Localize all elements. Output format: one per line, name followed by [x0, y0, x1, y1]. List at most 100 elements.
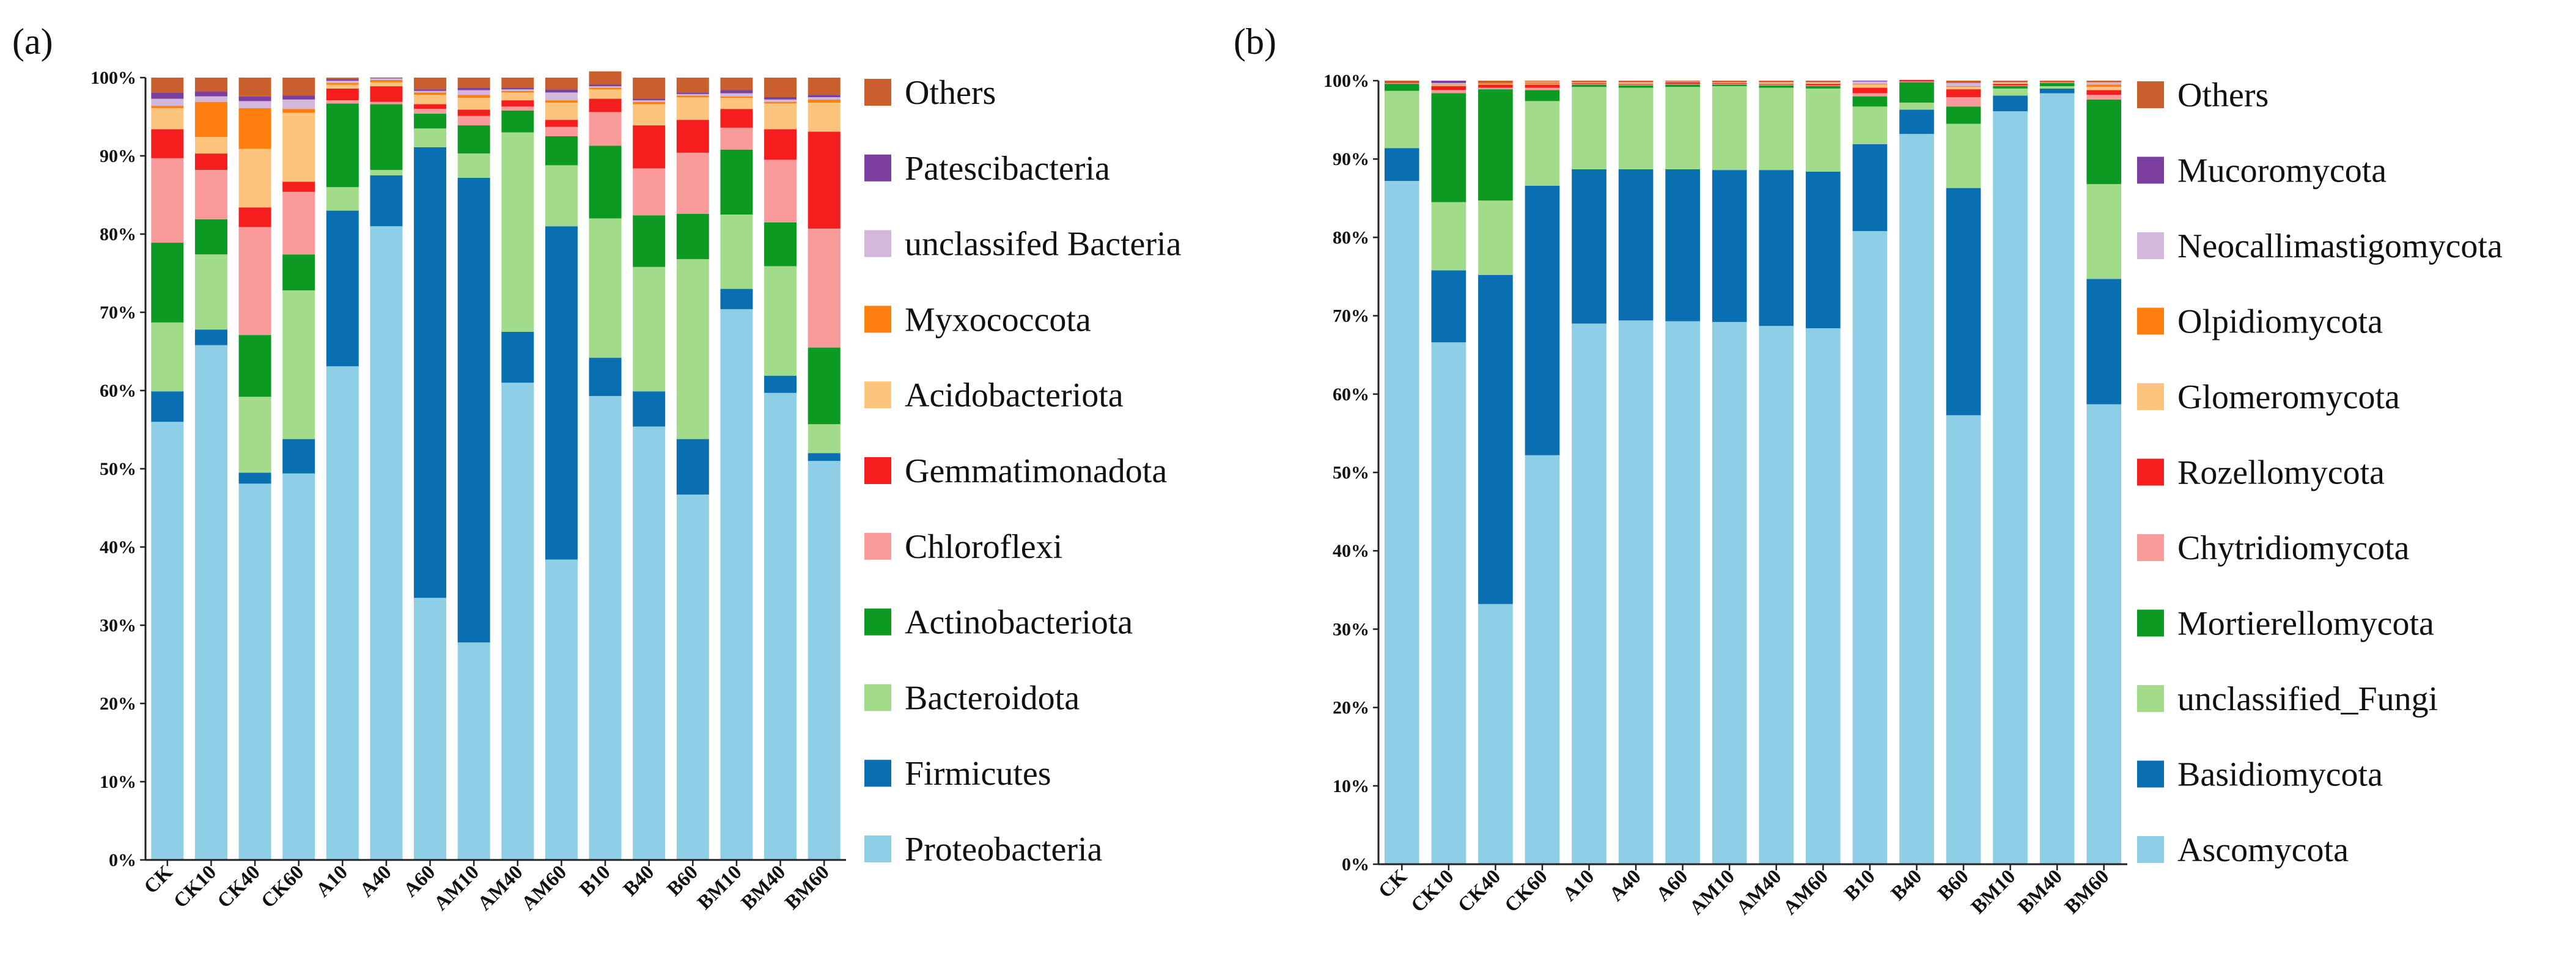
x-tick-label-b-BM10: BM10	[1967, 865, 2020, 918]
bar-segment-a-AM40-bacteroidota	[501, 132, 534, 332]
x-tick-label-b-BM40: BM40	[2014, 865, 2066, 918]
bar-segment-b-CK40-ascomycota	[1478, 604, 1513, 864]
legend-a: Others Patescibacteria unclassifed Bacteri…	[864, 74, 1182, 868]
bar-segment-a-CK10-patescibacteria	[194, 92, 227, 97]
x-tick-label-b-CK40: CK40	[1454, 865, 1505, 917]
bar-segment-a-CK-gemmatimonadota	[151, 129, 184, 158]
legend-swatch-b-1	[2137, 760, 2164, 788]
bar-segment-a-B60-unclassifed-bacteria	[676, 94, 709, 96]
x-tick-label-a-AM40: AM40	[474, 861, 528, 915]
bar-segment-b-B40-basidiomycota	[1899, 109, 1934, 134]
bar-segment-b-B60-ascomycota	[1946, 415, 1981, 864]
x-tick-label-a-AM60: AM60	[517, 861, 571, 915]
bar-segment-a-BM40-proteobacteria	[764, 392, 797, 860]
bar-segment-b-A10-basidiomycota	[1572, 169, 1606, 324]
bar-segment-b-B60-neocallimastigomycota	[1946, 83, 1981, 86]
legend-label-b-10: Others	[2177, 76, 2269, 114]
legend-swatch-a-6	[864, 381, 891, 409]
bar-segment-b-CK10-neocallimastigomycota	[1431, 83, 1466, 85]
x-tick-label-b-B10: B10	[1840, 865, 1879, 905]
bar-segment-a-CK60-others	[282, 78, 315, 96]
bar-segment-a-CK40-myxococcota	[238, 108, 271, 149]
bar-segment-b-BM60-others	[2086, 81, 2122, 83]
bar-segment-b-CK40-basidiomycota	[1478, 274, 1513, 604]
bar-segment-a-A60-others	[414, 78, 447, 90]
y-tick-label-a-1: 10%	[100, 772, 136, 792]
bar-segment-b-A60-unclassified-fungi	[1665, 87, 1700, 169]
bar-segment-a-BM60-unclassifed-bacteria	[808, 97, 841, 100]
bar-segment-a-B10-chloroflexi	[589, 112, 622, 146]
y-tick-label-a-6: 60%	[100, 381, 136, 401]
bar-segment-b-CK60-ascomycota	[1525, 455, 1560, 864]
bar-segment-a-BM60-firmicutes	[808, 453, 841, 461]
bar-segment-a-CK60-proteobacteria	[282, 473, 315, 860]
bar-segment-a-BM10-actinobacteriota	[720, 149, 753, 215]
bar-segment-a-B10-gemmatimonadota	[589, 98, 622, 112]
legend-swatch-b-3	[2137, 609, 2164, 637]
bar-segment-b-B60-others	[1946, 81, 1981, 83]
bar-segment-a-CK-unclassifed-bacteria	[151, 98, 184, 106]
legend-label-a-8: unclassifed Bacteria	[905, 226, 1182, 263]
bar-segment-a-AM10-proteobacteria	[457, 642, 490, 860]
bar-segment-a-BM60-acidobacteriota	[808, 102, 841, 132]
bar-segment-a-A40-actinobacteriota	[370, 104, 403, 171]
y-tick-label-a-10: 100%	[90, 68, 136, 88]
bar-segment-a-A40-chloroflexi	[370, 101, 403, 105]
bar-segment-b-B60-rozellomycota	[1946, 89, 1981, 97]
bar-segment-b-CK10-unclassified-fungi	[1431, 202, 1466, 271]
bar-segment-a-BM10-patescibacteria	[720, 90, 753, 94]
x-tick-label-a-BM60: BM60	[781, 861, 833, 914]
x-tick-label-a-CK40: CK40	[213, 861, 265, 912]
bar-segment-b-CK-mortierellomycota	[1384, 84, 1419, 91]
y-tick-label-b-7: 70%	[1333, 306, 1369, 326]
x-tick-label-a-B40: B40	[619, 861, 658, 900]
bar-segment-a-BM60-patescibacteria	[808, 95, 841, 97]
bar-segment-a-AM40-proteobacteria	[501, 383, 534, 860]
bar-segment-a-BM60-actinobacteriota	[808, 347, 841, 425]
bar-segment-b-A10-unclassified-fungi	[1572, 87, 1606, 169]
bar-segment-a-BM40-bacteroidota	[764, 266, 797, 376]
bar-segment-a-AM40-patescibacteria	[501, 87, 534, 90]
legend-label-a-9: Patescibacteria	[905, 150, 1110, 188]
bar-segment-b-CK40-olpidiomycota	[1478, 83, 1513, 84]
legend-label-b-8: Neocallimastigomycota	[2177, 227, 2503, 265]
bar-segment-b-BM60-ascomycota	[2086, 404, 2122, 864]
bar-segment-b-BM60-neocallimastigomycota	[2086, 82, 2122, 85]
bar-segment-b-AM60-unclassified-fungi	[1806, 88, 1841, 172]
bar-segment-b-BM40-rozellomycota	[2039, 81, 2075, 83]
bar-segment-a-B40-bacteroidota	[633, 266, 666, 392]
bar-segment-b-CK60-neocallimastigomycota	[1525, 81, 1560, 83]
bar-segment-a-CK10-others	[194, 78, 227, 92]
bar-segment-b-AM60-glomeromycota	[1806, 83, 1841, 84]
bar-segment-b-A60-basidiomycota	[1665, 169, 1700, 321]
bar-segment-b-CK-unclassified-fungi	[1384, 90, 1419, 149]
bar-segment-a-CK10-myxococcota	[194, 101, 227, 138]
bar-segment-b-CK60-mortierellomycota	[1525, 90, 1560, 101]
y-tick-label-b-10: 100%	[1323, 71, 1369, 91]
bar-segment-b-B10-rozellomycota	[1852, 87, 1888, 94]
x-tick-label-b-A40: A40	[1605, 865, 1646, 906]
legend-swatch-a-7	[864, 306, 891, 333]
bar-segment-a-AM10-gemmatimonadota	[457, 109, 490, 116]
bar-segment-a-B10-others	[589, 71, 622, 85]
legend-swatch-b-8	[2137, 232, 2164, 259]
bar-segment-b-CK10-rozellomycota	[1431, 86, 1466, 90]
legend-swatch-a-1	[864, 760, 891, 787]
bar-segment-a-B40-gemmatimonadota	[633, 125, 666, 169]
bar-segment-a-CK60-bacteroidota	[282, 290, 315, 439]
legend-label-a-10: Others	[905, 74, 996, 112]
bar-segment-a-BM10-others	[720, 78, 753, 90]
bar-segment-b-CK40-unclassified-fungi	[1478, 200, 1513, 275]
bar-segment-b-B60-olpidiomycota	[1946, 86, 1981, 87]
y-tick-label-b-3: 30%	[1333, 619, 1369, 639]
bar-segment-b-BM60-basidiomycota	[2086, 279, 2122, 405]
bar-segment-a-CK10-bacteroidota	[194, 254, 227, 330]
bar-segment-a-AM60-proteobacteria	[545, 559, 578, 860]
bar-segment-a-CK10-chloroflexi	[194, 170, 227, 219]
bar-segment-a-CK40-actinobacteriota	[238, 335, 271, 397]
legend-swatch-a-4	[864, 532, 891, 560]
bar-segment-a-BM40-patescibacteria	[764, 97, 797, 100]
bar-segment-a-A60-proteobacteria	[414, 598, 447, 860]
bar-segment-b-B60-basidiomycota	[1946, 188, 1981, 416]
bar-segment-b-B40-chytridiomycota	[1899, 81, 1934, 83]
